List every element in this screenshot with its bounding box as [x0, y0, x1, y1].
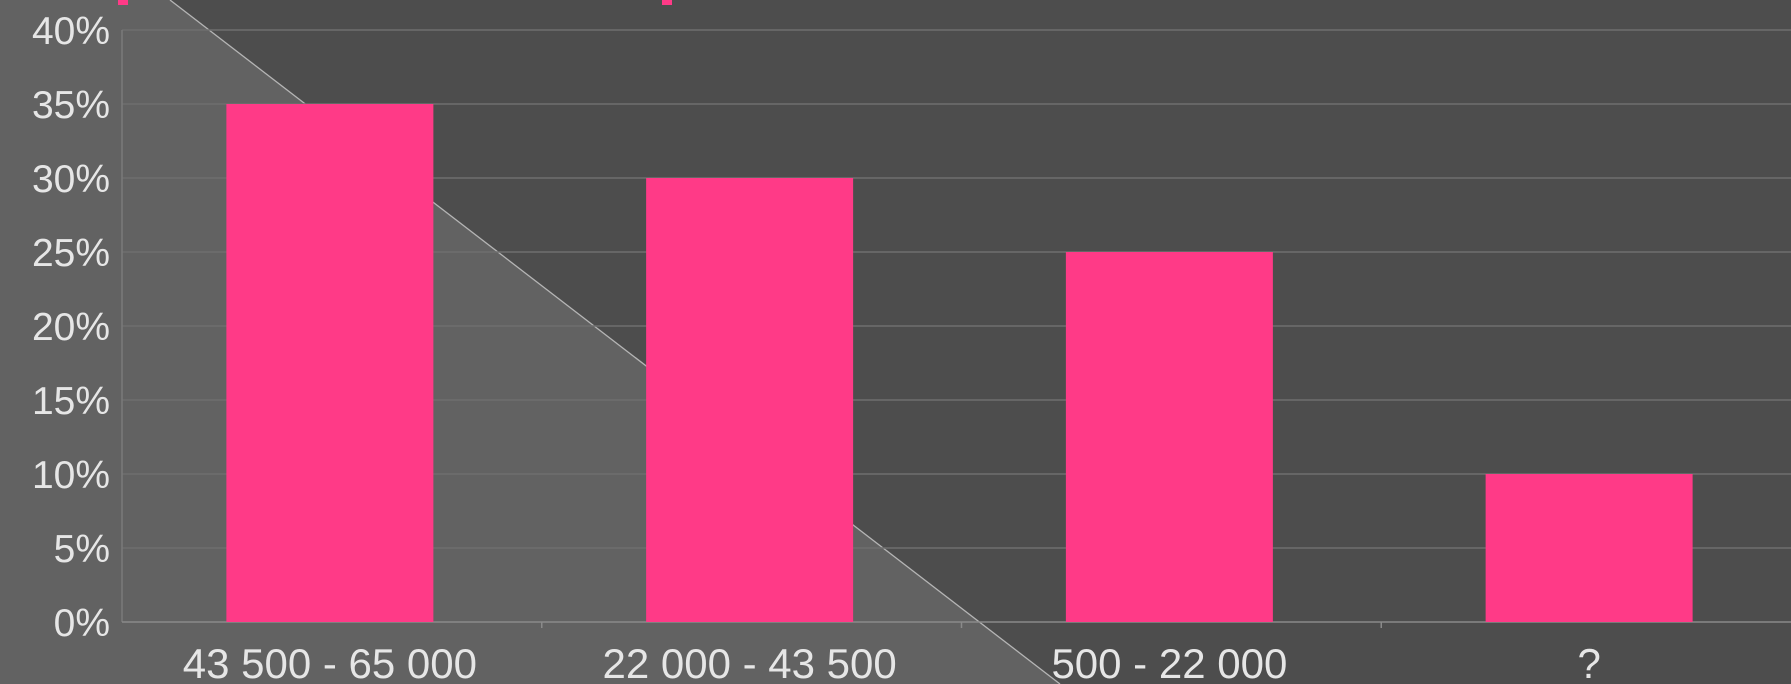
y-tick-label: 0%	[54, 602, 110, 645]
bar	[1485, 474, 1693, 622]
y-tick-label: 25%	[32, 232, 110, 275]
y-tick-label: 5%	[54, 528, 110, 571]
top-accent-right	[662, 0, 672, 5]
x-tick-label: 22 000 - 43 500	[603, 640, 897, 684]
x-tick-label: ?	[1577, 640, 1600, 684]
y-tick-label: 15%	[32, 380, 110, 423]
x-tick-label: 500 - 22 000	[1051, 640, 1287, 684]
y-tick-label: 30%	[32, 158, 110, 201]
y-tick-label: 40%	[32, 10, 110, 53]
y-tick-label: 20%	[32, 306, 110, 349]
bar	[1065, 252, 1273, 622]
y-tick-label: 35%	[32, 84, 110, 127]
x-tick-label: 43 500 - 65 000	[183, 640, 477, 684]
y-tick-label: 10%	[32, 454, 110, 497]
bars	[226, 104, 1693, 622]
top-accent-left	[118, 0, 128, 5]
bar	[646, 178, 854, 622]
y-tick-labels: 0% 5% 10% 15% 20% 25% 30% 35% 40%	[32, 10, 110, 645]
bar	[226, 104, 434, 622]
x-tick-labels: 43 500 - 65 000 22 000 - 43 500 500 - 22 0…	[183, 640, 1601, 684]
